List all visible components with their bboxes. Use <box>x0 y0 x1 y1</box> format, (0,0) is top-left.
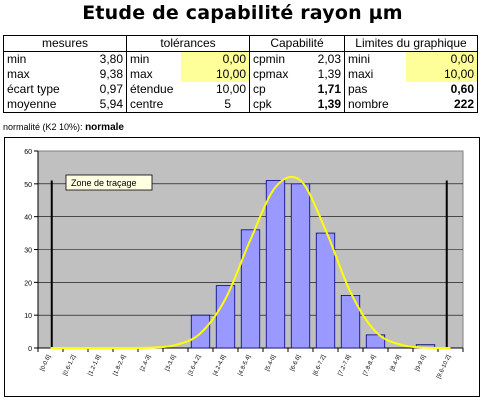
cell-value[interactable]: 10,00 <box>406 67 478 82</box>
x-tick-label: [8.4-9] <box>390 354 403 372</box>
page-title: Etude de capabilité rayon µm <box>82 2 403 24</box>
y-tick-label: 0 <box>28 346 32 353</box>
normality-line: normalité (K2 10%): normale <box>3 122 124 133</box>
cell-value[interactable]: 10,00 <box>181 67 250 82</box>
x-tick-label: [9-9.6] <box>415 354 428 372</box>
y-tick-label: 40 <box>24 215 32 222</box>
plot-zone-label: Zone de traçage <box>71 178 137 188</box>
cell-label: max <box>3 67 75 82</box>
x-tick-label: [5.4-6] <box>265 354 278 372</box>
histogram-bar[interactable] <box>315 232 336 349</box>
histogram-bar[interactable] <box>240 229 261 349</box>
y-tick-label: 20 <box>24 280 32 287</box>
histogram-bar[interactable] <box>190 314 211 349</box>
cell-label: max <box>126 67 181 82</box>
x-tick-label: [1.8-2.4] <box>113 354 128 377</box>
cell-value[interactable]: 0,97 <box>99 82 123 96</box>
x-tick-label: [0-0.6] <box>40 354 53 372</box>
cell-label: étendue <box>126 82 181 97</box>
cell-label: moyenne <box>3 97 75 113</box>
cell-value[interactable]: 0,60 <box>406 82 478 97</box>
y-tick-label: 60 <box>24 149 32 156</box>
cell-label: cpmin <box>249 51 297 67</box>
x-tick-label: [6.6-7.2] <box>313 354 328 377</box>
histogram-bar[interactable] <box>265 180 286 349</box>
chart-area[interactable]: 0 10 20 30 40 50 60 [0-0.6] [0.6-1.2] [1.2-1.8] [1… <box>4 137 480 397</box>
cell-label: cp <box>249 82 297 97</box>
y-tick-label: 30 <box>24 248 32 255</box>
table-row: min 3,80 min 0,00 cpmin 2,03 mini 0,00 <box>3 51 478 67</box>
cell-value[interactable]: 0,00 <box>406 51 478 67</box>
x-tick-label: [7.8-8.4] <box>363 354 378 377</box>
normality-label: normalité (K2 10%): <box>3 122 83 132</box>
table-row: écart type 0,97 étendue 10,00 cp 1,71 pa… <box>3 82 478 97</box>
x-tick-label: [4.2-4.8] <box>213 354 228 377</box>
table-header-row: mesures tolérances Capabilité Limites du… <box>3 35 478 52</box>
cell-label: cpmax <box>249 67 297 82</box>
histogram-bar[interactable] <box>290 183 311 349</box>
x-tick-label: [2.4-3] <box>140 354 153 372</box>
cell-value[interactable]: 3,80 <box>99 52 123 66</box>
cell-label: centre <box>126 97 181 113</box>
cell-label: pas <box>344 82 406 97</box>
header-tolerances: tolérances <box>126 35 250 52</box>
x-tick-label: [0.6-1.2] <box>63 354 78 377</box>
x-tick-label: [7.2-7.8] <box>338 354 353 377</box>
cell-label: nombre <box>344 97 406 113</box>
cell-label: maxi <box>344 67 406 82</box>
histogram-chart[interactable]: 0 10 20 30 40 50 60 [0-0.6] [0.6-1.2] [1.2-1.8] [1… <box>5 138 479 396</box>
cell-value[interactable]: 1,39 <box>317 67 341 81</box>
x-tick-label: [4.8-5.4] <box>238 354 253 377</box>
x-tick-label: [3.6-4.2] <box>188 354 203 377</box>
x-tick-label: [6-6.6] <box>290 354 303 372</box>
cell-label: cpk <box>249 97 297 113</box>
cell-value[interactable]: 9,38 <box>99 67 123 81</box>
cell-value[interactable]: 1,71 <box>317 82 341 96</box>
cell-value[interactable]: 222 <box>406 97 478 113</box>
cell-label: écart type <box>3 82 75 97</box>
table-row: max 9,38 max 10,00 cpmax 1,39 maxi 10,00 <box>3 67 478 82</box>
cell-value[interactable]: 10,00 <box>215 82 246 96</box>
header-capabilite: Capabilité <box>249 35 345 52</box>
x-tick-label: [3-3.6] <box>165 354 178 372</box>
y-tick-label: 10 <box>24 313 32 320</box>
y-tick-label: 50 <box>24 182 32 189</box>
cell-value[interactable]: 5,94 <box>75 97 127 113</box>
histogram-bar[interactable] <box>340 295 361 349</box>
x-tick-label: [1.2-1.8] <box>88 354 103 377</box>
normal-curve <box>50 175 451 350</box>
plot-zone-tooltip <box>65 174 153 191</box>
cell-value[interactable]: 2,03 <box>317 52 341 66</box>
table-row: moyenne 5,94 centre 5 cpk 1,39 nombre 22… <box>3 97 478 113</box>
x-tick-label: [9.6-10.2] <box>436 354 452 380</box>
histogram-bar[interactable] <box>365 334 386 349</box>
header-limites: Limites du graphique <box>344 35 478 52</box>
cell-value[interactable]: 5 <box>181 97 250 113</box>
normality-value: normale <box>85 122 124 133</box>
header-mesures: mesures <box>3 35 127 52</box>
histogram-bar[interactable] <box>215 285 236 349</box>
cell-label: mini <box>344 51 406 67</box>
cell-label: min <box>3 51 75 67</box>
cell-value[interactable]: 1,39 <box>297 97 345 113</box>
capability-table: mesures tolérances Capabilité Limites du… <box>3 35 478 113</box>
cell-value[interactable]: 0,00 <box>181 51 250 67</box>
cell-label: min <box>126 51 181 67</box>
